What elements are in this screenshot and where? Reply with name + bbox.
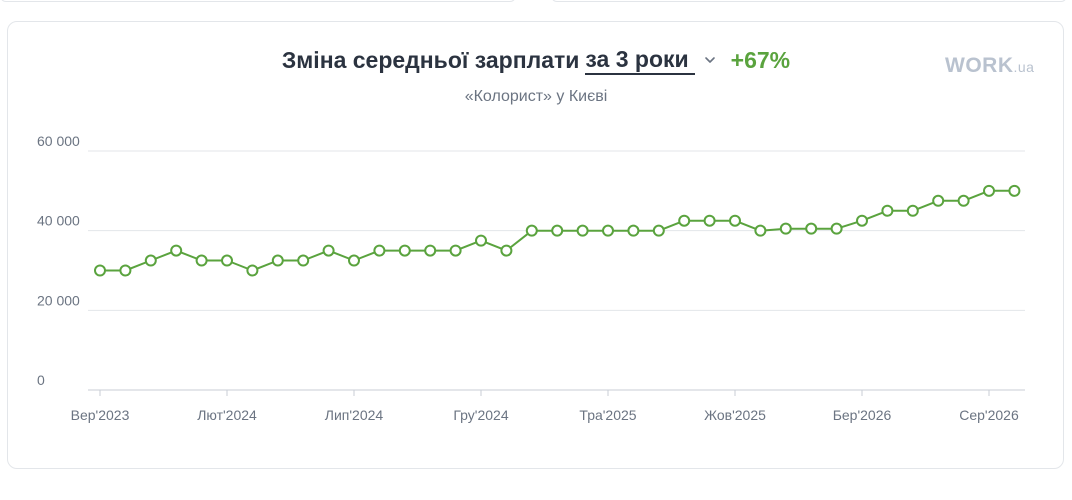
data-point[interactable]	[195, 254, 208, 267]
data-point[interactable]	[1008, 184, 1021, 197]
data-point[interactable]	[94, 264, 106, 277]
data-point[interactable]	[805, 222, 818, 235]
data-point[interactable]	[729, 214, 741, 227]
data-point[interactable]	[271, 254, 284, 267]
data-point[interactable]	[348, 254, 360, 267]
chevron-down-icon	[704, 57, 715, 63]
data-point[interactable]	[500, 244, 513, 257]
data-point[interactable]	[475, 234, 487, 247]
data-point[interactable]	[881, 204, 894, 217]
data-point[interactable]	[398, 244, 411, 257]
axis-layer: 0 20 000 40 000 60 000 Вер'2023 Лют'2024 Лип'2…	[37, 133, 1025, 423]
data-point[interactable]	[779, 222, 792, 235]
data-point[interactable]	[144, 254, 157, 267]
data-point[interactable]	[678, 214, 691, 227]
chart-title: Зміна середньої зарплати	[281, 46, 580, 73]
salary-chart-card	[7, 21, 1064, 469]
x-tick-label: Тра'2025	[579, 407, 636, 423]
period-select[interactable]: за 3 роки	[585, 45, 716, 75]
work-ua-logo: WORK.ua	[945, 54, 1034, 78]
y-tick-label: 20 000	[37, 292, 80, 308]
data-point[interactable]	[754, 224, 767, 237]
x-tick-label: Бер'2026	[833, 407, 892, 423]
change-percent: +67%	[730, 46, 791, 73]
x-tick-label: Сер'2026	[959, 407, 1019, 423]
data-point[interactable]	[449, 244, 462, 257]
data-point[interactable]	[322, 244, 335, 257]
point-layer	[94, 184, 1021, 277]
data-point[interactable]	[297, 254, 310, 267]
x-tick-label: Жов'2025	[704, 407, 766, 423]
data-point[interactable]	[602, 224, 614, 237]
data-point[interactable]	[221, 254, 233, 267]
data-point[interactable]	[957, 194, 970, 207]
data-point[interactable]	[119, 264, 132, 277]
data-point[interactable]	[830, 222, 843, 235]
data-point[interactable]	[246, 264, 259, 277]
chart-header: Зміна середньої зарплати за 3 роки +67%	[0, 40, 1072, 80]
data-point[interactable]	[424, 244, 437, 257]
data-point[interactable]	[627, 224, 640, 237]
x-tick-label: Лип'2024	[325, 407, 384, 423]
y-tick-label: 0	[37, 372, 45, 388]
data-point[interactable]	[983, 184, 995, 197]
data-point[interactable]	[703, 214, 716, 227]
y-tick-label: 40 000	[37, 213, 80, 229]
x-tick-label: Гру'2024	[453, 407, 508, 423]
chart-subtitle: «Колорист» у Києві	[464, 88, 608, 105]
data-point[interactable]	[525, 224, 538, 237]
y-tick-label: 60 000	[37, 133, 80, 149]
data-point[interactable]	[551, 224, 564, 237]
data-point[interactable]	[856, 214, 868, 227]
x-tick-label: Лют'2024	[197, 407, 257, 423]
data-point[interactable]	[932, 194, 945, 207]
data-point[interactable]	[373, 244, 386, 257]
period-value: за 3 роки	[585, 45, 695, 75]
data-point[interactable]	[576, 224, 589, 237]
data-point[interactable]	[170, 244, 183, 257]
data-point[interactable]	[652, 224, 665, 237]
data-point[interactable]	[906, 204, 919, 217]
logo-suffix: .ua	[1013, 59, 1035, 75]
logo-main: WORK	[945, 54, 1014, 77]
x-tick-label: Вер'2023	[71, 407, 130, 423]
